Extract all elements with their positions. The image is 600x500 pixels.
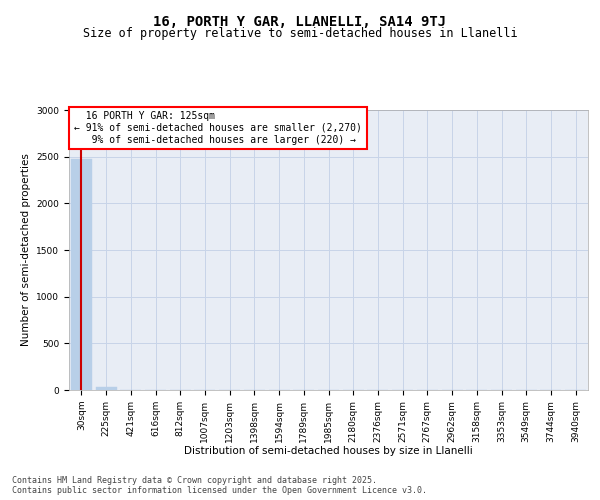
Text: 16, PORTH Y GAR, LLANELLI, SA14 9TJ: 16, PORTH Y GAR, LLANELLI, SA14 9TJ [154,15,446,29]
Y-axis label: Number of semi-detached properties: Number of semi-detached properties [21,154,31,346]
Text: Size of property relative to semi-detached houses in Llanelli: Size of property relative to semi-detach… [83,28,517,40]
Text: Contains HM Land Registry data © Crown copyright and database right 2025.
Contai: Contains HM Land Registry data © Crown c… [12,476,427,495]
Bar [95,386,116,390]
Text: 16 PORTH Y GAR: 125sqm
← 91% of semi-detached houses are smaller (2,270)
   9% o: 16 PORTH Y GAR: 125sqm ← 91% of semi-det… [74,112,362,144]
Bar [71,158,92,390]
X-axis label: Distribution of semi-detached houses by size in Llanelli: Distribution of semi-detached houses by … [184,446,473,456]
